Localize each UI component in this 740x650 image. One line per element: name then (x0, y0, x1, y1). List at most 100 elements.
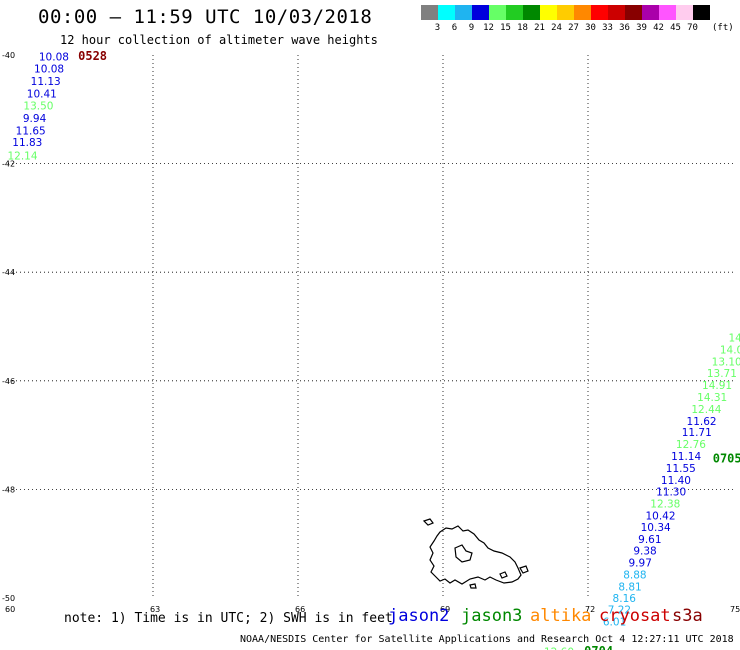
swh-value: 10.08 (34, 63, 64, 75)
colorbar-swatch (642, 5, 659, 20)
swh-value: 13.50 (23, 100, 53, 112)
colorbar-label: 45 (670, 23, 681, 33)
colorbar-label: 36 (619, 23, 630, 33)
colorbar-label: 70 (687, 23, 698, 33)
pass-time-label: 0705 (713, 451, 740, 465)
lat-tick-label: -50 (2, 594, 15, 603)
colorbar-swatch (472, 5, 489, 20)
colorbar-label: 12 (483, 23, 494, 33)
swh-value: 13.71 (707, 368, 737, 380)
colorbar-swatch (438, 5, 455, 20)
colorbar-label: 21 (534, 23, 545, 33)
colorbar-label: 39 (636, 23, 647, 33)
kerguelen-main-island (429, 525, 522, 585)
colorbar-label: 33 (602, 23, 613, 33)
lon-tick-label: 69 (440, 605, 450, 614)
swh-value: 12.76 (676, 439, 706, 451)
colorbar-swatch (608, 5, 625, 20)
lon-tick-label: 60 (5, 605, 15, 614)
kerguelen-inner-bay (454, 544, 473, 563)
footnote: note: 1) Time is in UTC; 2) SWH is in fe… (64, 611, 393, 626)
colorbar-label: 9 (468, 23, 475, 33)
kerguelen-northern-islet (422, 518, 434, 526)
swh-value: 9.97 (629, 558, 652, 570)
swh-value: 11.55 (666, 463, 696, 475)
colorbar-label: 30 (585, 23, 596, 33)
lat-lon-grid (8, 55, 733, 598)
satellite-legend-jason2: jason2 (388, 606, 450, 626)
colorbar-swatch (574, 5, 591, 20)
swh-value: 12.60 (544, 647, 574, 650)
kerguelen-islands-outline (422, 518, 529, 589)
swh-value: 10.42 (645, 510, 675, 522)
lon-tick-label: 66 (295, 605, 305, 614)
swh-value: 11.62 (687, 416, 717, 428)
lon-tick-label: 75 (730, 605, 740, 614)
lon-tick-label: 63 (150, 605, 160, 614)
swh-value: 14.91 (702, 380, 732, 392)
swh-value: 12.44 (691, 404, 721, 416)
colorbar-swatch (421, 5, 438, 20)
swh-observations: 10.0810.0811.1310.4113.509.9411.6511.831… (7, 51, 740, 650)
colorbar-label: 15 (500, 23, 511, 33)
swh-value: 8.81 (618, 581, 641, 593)
lat-tick-label: -44 (2, 268, 15, 277)
pass-time-label: 0704 (584, 644, 613, 650)
colorbar-swatch (489, 5, 506, 20)
swh-value: 9.61 (638, 534, 661, 546)
swh-value: 14.31 (697, 392, 727, 404)
swh-value: 6.01 (603, 617, 626, 629)
swh-value: 11.40 (661, 475, 691, 487)
credit-line: NOAA/NESDIS Center for Satellite Applica… (240, 634, 734, 645)
swh-value: 14. (729, 333, 740, 345)
colorbar-swatch (506, 5, 523, 20)
swh-value: 11.13 (31, 76, 61, 88)
colorbar-label: 6 (451, 23, 458, 33)
satellite-legend-cryosat: cryosat (599, 606, 671, 626)
swh-value: 10.08 (39, 51, 69, 63)
colorbar-label: 24 (551, 23, 562, 33)
swh-value: 12.38 (650, 498, 680, 510)
swh-value: 13.10 (712, 357, 740, 369)
colorbar-swatch (455, 5, 472, 20)
lat-tick-label: -42 (2, 160, 15, 169)
kerguelen-eastern-islet (519, 565, 529, 574)
colorbar-swatch (625, 5, 642, 20)
map-title: 00:00 – 11:59 UTC 10/03/2018 (38, 6, 373, 28)
lat-tick-label: -48 (2, 485, 15, 494)
colorbar-unit: (ft) (712, 23, 734, 33)
satellite-legend-jason3: jason3 (461, 606, 523, 626)
colorbar-swatch (591, 5, 608, 20)
colorbar-label: 18 (517, 23, 528, 33)
swh-value: 9.38 (633, 546, 656, 558)
swh-value: 8.88 (623, 569, 646, 581)
satellite-legend-s3a: s3a (672, 606, 703, 626)
swh-value: 11.14 (671, 451, 701, 463)
colorbar-swatch (523, 5, 540, 20)
colorbar-swatch (659, 5, 676, 20)
axis-tick-labels: 60 63 66 69 72 75 -40 -42 -44 -46 -48 -50 (2, 51, 740, 614)
swh-value: 12.14 (7, 150, 37, 162)
lat-tick-label: -40 (2, 51, 15, 60)
map-subtitle: 12 hour collection of altimeter wave hei… (60, 33, 378, 47)
colorbar-label: 3 (434, 23, 441, 33)
kerguelen-small-islet (499, 571, 508, 579)
swh-value: 11.83 (12, 137, 42, 149)
colorbar-label: 27 (568, 23, 579, 33)
colorbar-swatch (693, 5, 710, 20)
swh-value: 11.30 (656, 486, 686, 498)
swh-value: 10.41 (27, 88, 57, 100)
pass-time-label: 0528 (78, 49, 107, 63)
swh-value: 11.65 (16, 125, 46, 137)
swh-value: 11.71 (682, 427, 712, 439)
kerguelen-southern-islet (469, 583, 477, 589)
lon-tick-label: 72 (585, 605, 595, 614)
satellite-legend-altika: altika (530, 606, 592, 626)
swh-value: 9.94 (23, 113, 47, 125)
lat-tick-label: -46 (2, 377, 15, 386)
swh-value: 7.22 (608, 605, 631, 617)
pass-time-labels: 0528070507040703 (78, 49, 740, 650)
swh-value: 14.0 (720, 345, 740, 357)
colorbar-swatch (540, 5, 557, 20)
